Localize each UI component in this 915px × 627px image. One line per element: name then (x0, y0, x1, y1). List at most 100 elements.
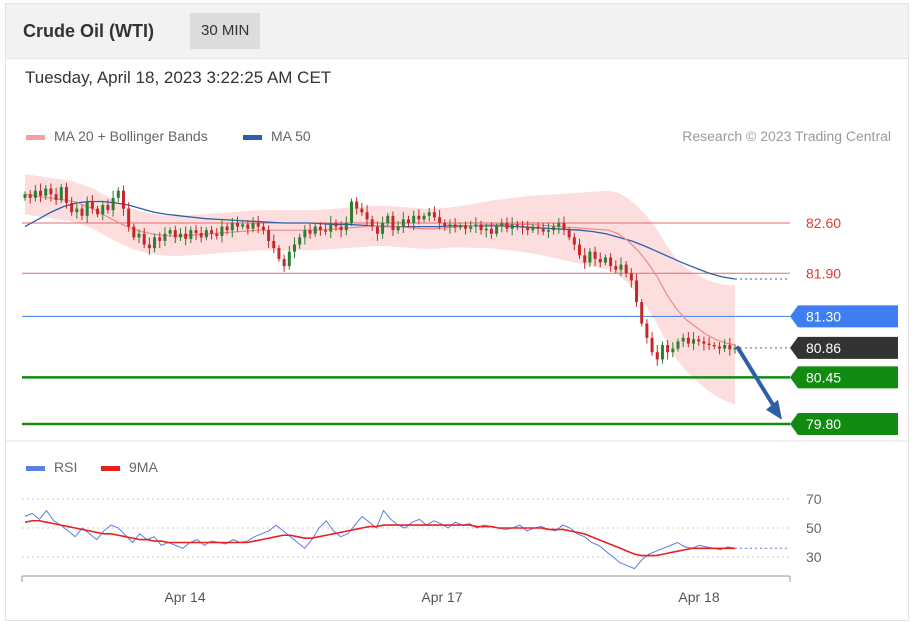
candle-body (230, 223, 234, 231)
candle-body (215, 233, 219, 236)
support-label: 80.45 (806, 369, 841, 385)
candle-body (261, 226, 265, 231)
candle-body (370, 219, 374, 227)
candle-body (500, 223, 504, 227)
candle-body (96, 208, 100, 215)
candle-body (235, 223, 239, 227)
candle-body (64, 187, 68, 203)
candle-body (127, 208, 131, 227)
candle-body (225, 226, 229, 231)
pivot-label-bg (790, 305, 898, 328)
candle-body (287, 251, 291, 267)
candle-body (199, 233, 203, 238)
legend-ma20-label: MA 20 + Bollinger Bands (54, 128, 208, 144)
candle-body (189, 230, 193, 239)
candle-body (723, 345, 727, 349)
candle-body (489, 228, 493, 234)
candle-body (505, 223, 509, 229)
candle-body (90, 201, 94, 209)
candle-body (158, 237, 162, 241)
candle-body (375, 226, 379, 234)
candle-body (194, 230, 198, 234)
candle-body (588, 251, 592, 263)
candle-body (142, 233, 146, 245)
candle-body (54, 194, 58, 201)
candle-body (324, 230, 328, 232)
candle-body (251, 223, 255, 229)
candle-body (101, 205, 105, 215)
candle-body (707, 343, 711, 346)
candle-body (572, 237, 576, 245)
candle-body (204, 230, 208, 238)
candle-body (28, 194, 32, 198)
candle-body (686, 337, 690, 344)
candle-body (541, 228, 545, 232)
candle-body (256, 223, 260, 227)
x-tick-label: Apr 17 (421, 589, 462, 605)
legend-ma50: MA 50 (243, 128, 311, 144)
candle-body (365, 212, 369, 220)
legend-ma20: MA 20 + Bollinger Bands (26, 128, 208, 144)
candle-body (536, 226, 540, 229)
candle-body (479, 224, 483, 231)
candle-body (412, 215, 416, 223)
candle-body (360, 208, 364, 213)
candle-body (469, 226, 473, 229)
support-label: 79.80 (806, 416, 841, 432)
ma9-swatch (101, 465, 120, 471)
candle-body (422, 215, 426, 220)
candle-body (712, 345, 716, 347)
candle-body (515, 224, 519, 226)
candle-body (531, 226, 535, 231)
candle-body (407, 219, 411, 223)
candle-body (267, 230, 271, 241)
last-price-label: 80.86 (806, 340, 841, 356)
candle-body (681, 337, 685, 342)
candle-body (417, 215, 421, 220)
legend-ma50-label: MA 50 (271, 128, 311, 144)
last-price-label-bg (790, 336, 898, 359)
candle-body (116, 190, 120, 198)
support-label-bg (790, 366, 898, 389)
candle-body (147, 244, 151, 249)
candle-body (495, 226, 499, 234)
resistance-label: 81.90 (806, 265, 841, 281)
candle-body (298, 237, 302, 245)
candle-body (292, 244, 296, 252)
candle-body (453, 224, 457, 228)
candle-body (282, 258, 286, 267)
candle-body (308, 230, 312, 234)
candle-body (44, 188, 48, 196)
candle-body (23, 194, 27, 198)
candle-body (557, 223, 561, 227)
resistance-label: 82.60 (806, 215, 841, 231)
interval-badge[interactable]: 30 MIN (190, 13, 261, 49)
legend-9ma: 9MA (101, 459, 158, 475)
candle-body (702, 341, 706, 344)
candle-body (178, 233, 182, 238)
legend-rsi-label: RSI (54, 459, 78, 475)
candle-body (593, 251, 597, 259)
candle-body (106, 205, 110, 211)
candle-body (578, 244, 582, 256)
ma50-swatch (243, 134, 262, 140)
candle-body (635, 280, 639, 302)
candle-body (432, 212, 436, 218)
candle-body (39, 190, 43, 196)
pivot-label: 81.30 (806, 308, 841, 324)
forecast-arrow-shaft (736, 345, 778, 412)
candle-body (427, 212, 431, 216)
candle-body (173, 230, 177, 238)
chart-widget: Crude Oil (WTI) 30 MIN Tuesday, April 18… (5, 3, 909, 621)
candle-body (650, 337, 654, 353)
candle-body (458, 225, 462, 228)
candle-body (619, 264, 623, 270)
candle-body (484, 228, 488, 231)
candle-body (717, 346, 721, 349)
candle-body (339, 226, 343, 231)
candle-body (567, 230, 571, 238)
candle-body (629, 273, 633, 281)
candle-body (510, 224, 514, 229)
support-label-bg (790, 413, 898, 435)
